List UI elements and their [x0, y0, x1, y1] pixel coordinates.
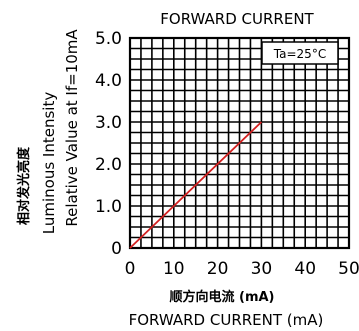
y-axis-label-cn: 相对发光亮度 [16, 146, 32, 225]
y-tick-label: 1.0 [95, 197, 122, 217]
y-tick-label: 5.0 [95, 29, 122, 49]
x-tick-label: 0 [125, 259, 136, 279]
y-tick-label: 2.0 [95, 155, 122, 175]
x-tick-label: 50 [338, 259, 359, 279]
series-layer [129, 121, 263, 249]
y-axis-label-2: Relative Value at If=10mA [63, 29, 81, 227]
y-tick-label: 4.0 [95, 71, 122, 91]
y-tick-labels: 0 1.0 2.0 3.0 4.0 5.0 [95, 29, 122, 259]
x-tick-label: 30 [251, 259, 273, 279]
annotation-text: Ta=25°C [273, 47, 326, 61]
chart-title: FORWARD CURRENT [160, 10, 314, 28]
x-axis-label: FORWARD CURRENT (mA) [129, 311, 324, 329]
y-tick-label: 0 [111, 239, 122, 259]
y-tick-label: 3.0 [95, 113, 122, 133]
x-tick-labels: 0 10 20 30 40 50 [125, 259, 359, 279]
x-tick-label: 10 [163, 259, 185, 279]
y-axis-label-1: Luminous Intensity [40, 92, 58, 235]
plot-frame [128, 36, 351, 250]
series-line [129, 121, 263, 249]
x-tick-label: 40 [294, 259, 316, 279]
x-tick-label: 20 [207, 259, 229, 279]
annotation-box [261, 41, 339, 65]
x-axis-label-cn: 顺方向电流 (mA) [169, 289, 274, 305]
grid-major [128, 36, 351, 250]
